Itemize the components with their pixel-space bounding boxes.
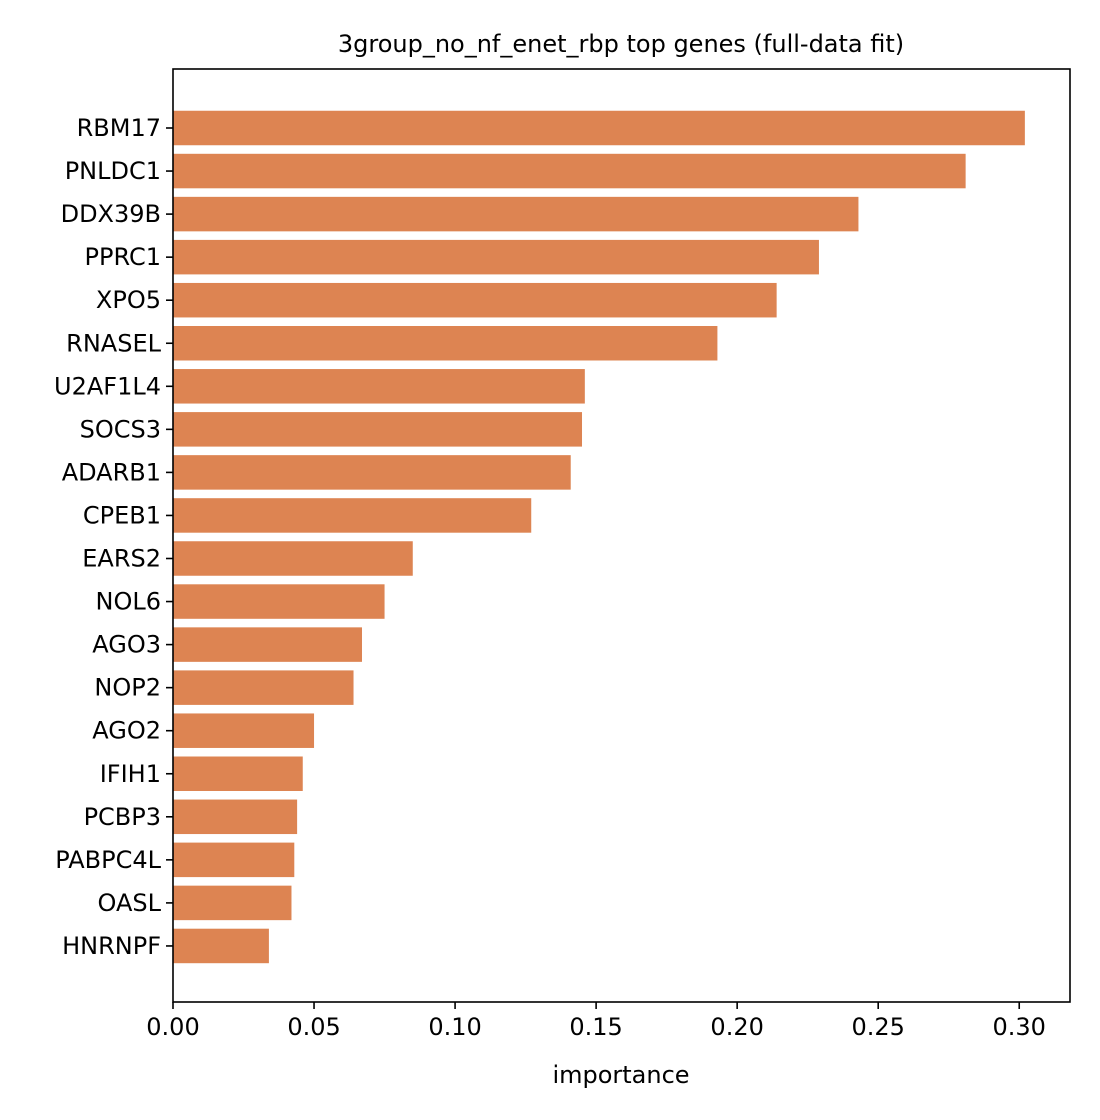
bar-oasl [173,885,292,921]
bar-nop2 [173,670,354,705]
y-tick-label: HNRNPF [62,932,161,960]
bar-nol6 [173,584,385,619]
bar-adarb1 [173,455,571,490]
bar-ifih1 [173,756,303,791]
y-tick-label: IFIH1 [100,760,161,788]
bar-pnldc1 [173,153,966,189]
bar-pabpc4l [173,842,295,878]
bar-ddx39b [173,196,859,232]
x-tick-label: 0.25 [851,1013,904,1041]
bars-layer [173,110,1025,964]
bar-pcbp3 [173,799,298,835]
x-axis-ticks: 0.00 0.05 0.10 0.15 0.20 0.25 0.30 [146,1002,1046,1041]
y-tick-label: SOCS3 [80,415,161,443]
y-tick-label: U2AF1L4 [54,372,161,400]
y-tick-label: RBM17 [77,114,161,142]
y-tick-label: OASL [98,889,162,917]
y-tick-label: ADARB1 [62,458,161,486]
y-tick-label: AGO3 [92,631,161,659]
bar-hnrnpf [173,928,269,964]
y-tick-label: CPEB1 [83,501,161,529]
bar-u2af1l4 [173,369,585,404]
x-tick-label: 0.05 [287,1013,340,1041]
y-tick-label: RNASEL [66,329,161,357]
x-tick-label: 0.15 [569,1013,622,1041]
bar-xpo5 [173,282,777,318]
y-tick-label: EARS2 [82,545,161,573]
plot-frame [172,68,1071,1003]
y-tick-label: PPRC1 [85,243,161,271]
x-tick-label: 0.00 [146,1013,199,1041]
bar-socs3 [173,412,583,447]
y-tick-label: NOL6 [96,588,161,616]
bar-ago2 [173,713,315,748]
y-tick-label: DDX39B [61,200,161,228]
y-tick-label: PABPC4L [55,846,161,874]
y-tick-label: NOP2 [94,674,161,702]
bar-cpeb1 [173,498,532,533]
x-tick-label: 0.10 [428,1013,481,1041]
bar-pprc1 [173,239,819,275]
chart-title: 3group_no_nf_enet_rbp top genes (full-da… [338,30,904,58]
y-tick-label: XPO5 [96,286,161,314]
bar-ears2 [173,541,413,576]
y-tick-label: PNLDC1 [65,157,161,185]
x-tick-label: 0.30 [993,1013,1046,1041]
bar-rbm17 [173,110,1025,146]
y-tick-label: AGO2 [92,717,161,745]
bar-rnasel [173,326,718,361]
bar-ago3 [173,627,362,662]
x-tick-label: 0.20 [710,1013,763,1041]
x-axis-label: importance [552,1061,689,1089]
y-axis-ticks: RBM17 PNLDC1 DDX39B PPRC1 XPO5 RNASEL U2AF1L4 S… [54,114,173,960]
y-tick-label: PCBP3 [84,803,161,831]
